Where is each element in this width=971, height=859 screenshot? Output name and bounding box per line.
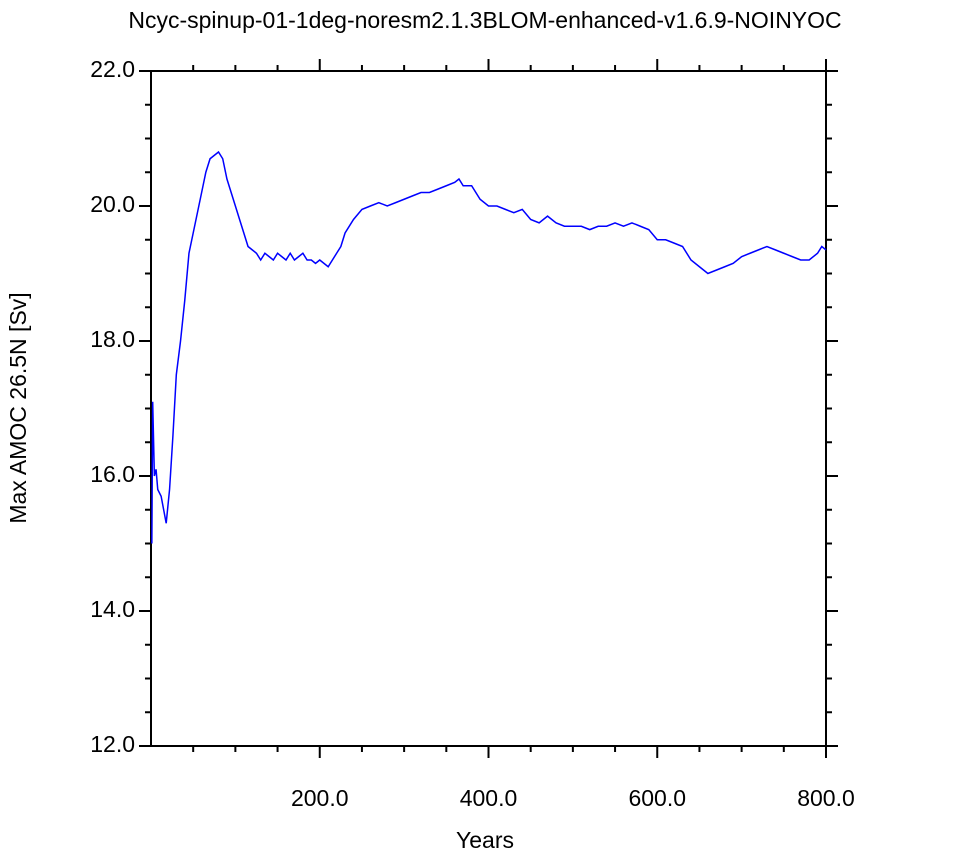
x-tick-label: 800.0	[797, 785, 855, 811]
y-axis-label: Max AMOC 26.5N [Sv]	[5, 292, 31, 523]
x-tick-label: 400.0	[460, 785, 518, 811]
y-tick-label: 20.0	[90, 191, 135, 217]
y-tick-label: 14.0	[90, 596, 135, 622]
y-tick-label: 12.0	[90, 731, 135, 757]
x-tick-label: 200.0	[291, 785, 349, 811]
y-tick-label: 22.0	[90, 56, 135, 82]
x-axis-label: Years	[456, 827, 514, 853]
plot-frame	[150, 70, 827, 747]
data-line	[151, 150, 827, 544]
x-tick-label: 600.0	[628, 785, 686, 811]
y-tick-label: 16.0	[90, 461, 135, 487]
y-tick-label: 18.0	[90, 326, 135, 352]
chart-title: Ncyc-spinup-01-1deg-noresm2.1.3BLOM-enha…	[128, 7, 841, 33]
